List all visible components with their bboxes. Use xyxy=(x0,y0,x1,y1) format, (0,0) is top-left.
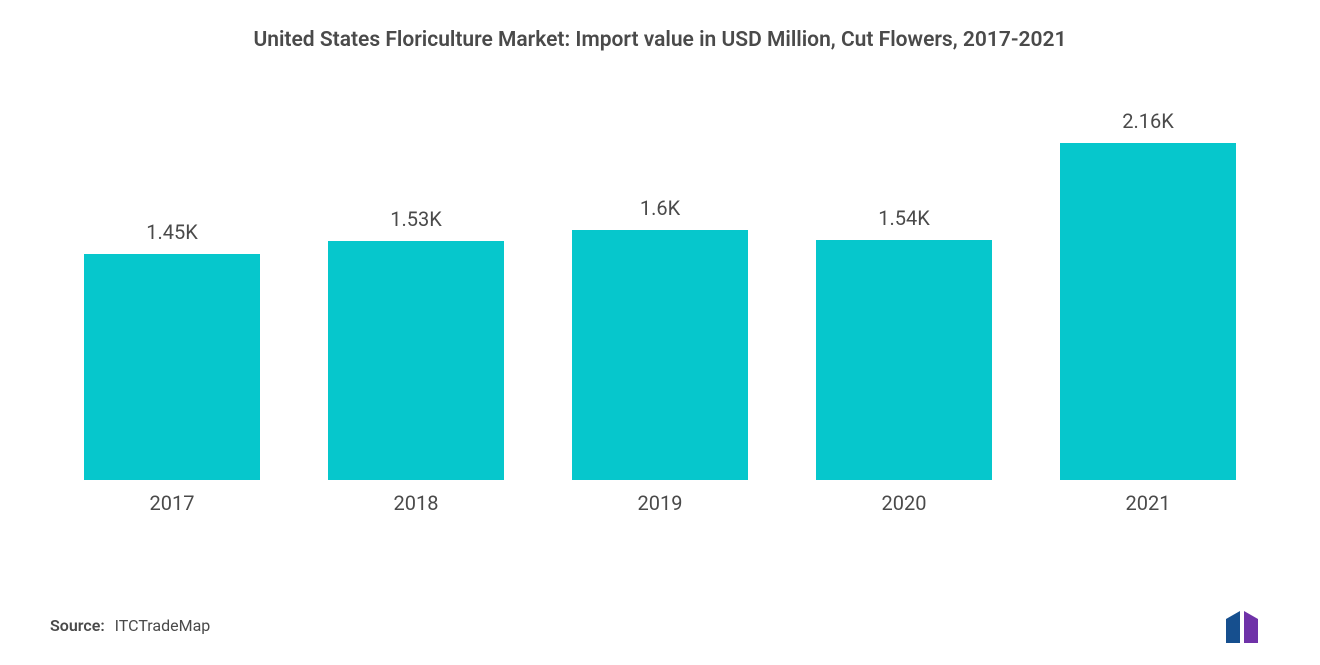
logo-right-shape xyxy=(1244,611,1258,643)
chart-title: United States Floriculture Market: Impor… xyxy=(0,28,1320,52)
x-axis-label: 2021 xyxy=(1026,491,1270,515)
bar-value-label: 1.54K xyxy=(878,206,930,230)
x-axis-label: 2019 xyxy=(538,491,782,515)
x-axis-label: 2018 xyxy=(294,491,538,515)
chart-plot-area: 1.45K 2017 1.53K 2018 1.6K 2019 1.54K 20… xyxy=(50,90,1270,515)
bar-slot: 1.53K 2018 xyxy=(294,90,538,480)
source-value: ITCTradeMap xyxy=(115,616,211,635)
x-axis-label: 2020 xyxy=(782,491,1026,515)
source-footer: Source: ITCTradeMap xyxy=(50,616,210,635)
bar-slot: 1.54K 2020 xyxy=(782,90,1026,480)
bar-rect xyxy=(84,254,260,480)
bar-rect xyxy=(572,230,748,480)
source-label: Source: xyxy=(50,616,105,635)
bar-slot: 1.6K 2019 xyxy=(538,90,782,480)
logo-left-shape xyxy=(1226,611,1240,643)
bar-container: 1.45K 2017 1.53K 2018 1.6K 2019 1.54K 20… xyxy=(50,90,1270,480)
bar-value-label: 1.6K xyxy=(640,196,680,220)
bar-rect xyxy=(1060,143,1236,480)
bar-slot: 2.16K 2021 xyxy=(1026,90,1270,480)
bar-value-label: 1.45K xyxy=(146,220,198,244)
bar-rect xyxy=(328,241,504,480)
bar-rect xyxy=(816,240,992,480)
bar-value-label: 1.53K xyxy=(390,207,442,231)
brand-logo xyxy=(1224,609,1280,645)
bar-value-label: 2.16K xyxy=(1122,109,1174,133)
x-axis-label: 2017 xyxy=(50,491,294,515)
bar-slot: 1.45K 2017 xyxy=(50,90,294,480)
